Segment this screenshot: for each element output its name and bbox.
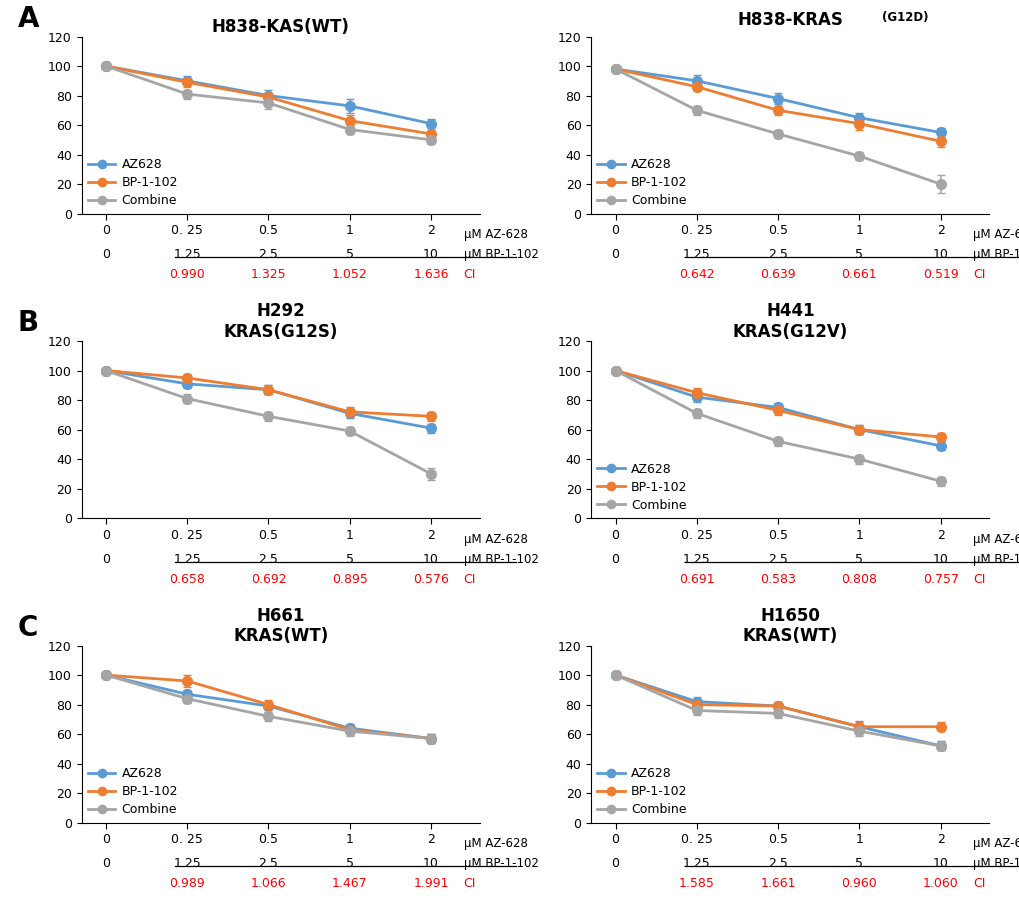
Text: CI: CI [463, 877, 476, 890]
Text: 1.060: 1.060 [922, 877, 958, 890]
Text: 10: 10 [423, 553, 438, 566]
Text: 1.25: 1.25 [173, 249, 201, 261]
Text: 10: 10 [423, 857, 438, 870]
Text: C: C [18, 613, 39, 642]
Text: 10: 10 [423, 249, 438, 261]
Legend: AZ628, BP-1-102, Combine: AZ628, BP-1-102, Combine [88, 768, 178, 816]
Title: H838-KAS(WT): H838-KAS(WT) [212, 18, 350, 37]
Text: 0: 0 [611, 857, 619, 870]
Text: CI: CI [463, 269, 476, 282]
Text: 1.066: 1.066 [251, 877, 286, 890]
Text: 0.519: 0.519 [922, 269, 958, 282]
Text: μM BP-1-102: μM BP-1-102 [463, 249, 538, 261]
Text: A: A [18, 5, 40, 33]
Text: μM AZ-628: μM AZ-628 [972, 533, 1019, 546]
Legend: AZ628, BP-1-102, Combine: AZ628, BP-1-102, Combine [597, 462, 687, 512]
Text: 5: 5 [345, 553, 354, 566]
Text: 0: 0 [102, 553, 110, 566]
Text: CI: CI [463, 573, 476, 586]
Text: (G12D): (G12D) [881, 11, 927, 24]
Text: 2.5: 2.5 [258, 857, 278, 870]
Text: 0.576: 0.576 [413, 573, 448, 586]
Text: 0: 0 [102, 249, 110, 261]
Text: μM AZ-628: μM AZ-628 [463, 533, 527, 546]
Text: 5: 5 [345, 249, 354, 261]
Text: μM BP-1-102: μM BP-1-102 [972, 553, 1019, 566]
Text: 0.757: 0.757 [922, 573, 958, 586]
Text: 0.692: 0.692 [251, 573, 286, 586]
Text: CI: CI [972, 269, 984, 282]
Text: μM BP-1-102: μM BP-1-102 [972, 857, 1019, 870]
Text: 5: 5 [345, 857, 354, 870]
Text: 0.989: 0.989 [169, 877, 205, 890]
Text: 5: 5 [855, 249, 862, 261]
Text: 0.960: 0.960 [841, 877, 876, 890]
Text: μM BP-1-102: μM BP-1-102 [463, 857, 538, 870]
Text: 0: 0 [611, 249, 619, 261]
Text: μM AZ-628: μM AZ-628 [972, 837, 1019, 850]
Text: 1.467: 1.467 [331, 877, 367, 890]
Text: 10: 10 [931, 553, 948, 566]
Legend: AZ628, BP-1-102, Combine: AZ628, BP-1-102, Combine [88, 158, 178, 207]
Legend: AZ628, BP-1-102, Combine: AZ628, BP-1-102, Combine [597, 768, 687, 816]
Text: 2.5: 2.5 [258, 553, 278, 566]
Title: H1650
KRAS(WT): H1650 KRAS(WT) [742, 607, 838, 645]
Text: μM BP-1-102: μM BP-1-102 [463, 553, 538, 566]
Text: 0.658: 0.658 [169, 573, 205, 586]
Text: 0.895: 0.895 [331, 573, 367, 586]
Text: 1.661: 1.661 [759, 877, 795, 890]
Text: 0.639: 0.639 [759, 269, 795, 282]
Text: 2.5: 2.5 [767, 249, 788, 261]
Text: 10: 10 [931, 249, 948, 261]
Text: 1.25: 1.25 [173, 857, 201, 870]
Text: 0.808: 0.808 [841, 573, 876, 586]
Text: CI: CI [972, 573, 984, 586]
Text: 0.691: 0.691 [679, 573, 714, 586]
Text: 0: 0 [611, 553, 619, 566]
Text: 1.25: 1.25 [683, 553, 710, 566]
Text: 10: 10 [931, 857, 948, 870]
Text: μM BP-1-102: μM BP-1-102 [972, 249, 1019, 261]
Text: 1.052: 1.052 [331, 269, 367, 282]
Text: 1.25: 1.25 [683, 857, 710, 870]
Text: CI: CI [972, 877, 984, 890]
Text: μM AZ-628: μM AZ-628 [972, 228, 1019, 241]
Title: H441
KRAS(G12V): H441 KRAS(G12V) [732, 303, 847, 341]
Text: 0: 0 [102, 857, 110, 870]
Text: 5: 5 [855, 857, 862, 870]
Text: 0.642: 0.642 [679, 269, 714, 282]
Text: μM AZ-628: μM AZ-628 [463, 228, 527, 241]
Text: 1.585: 1.585 [679, 877, 714, 890]
Text: 2.5: 2.5 [767, 857, 788, 870]
Text: μM AZ-628: μM AZ-628 [463, 837, 527, 850]
Text: 5: 5 [855, 553, 862, 566]
Text: 2.5: 2.5 [258, 249, 278, 261]
Text: 0.583: 0.583 [759, 573, 795, 586]
Text: 0.990: 0.990 [169, 269, 205, 282]
Text: 2.5: 2.5 [767, 553, 788, 566]
Text: 1.325: 1.325 [251, 269, 286, 282]
Title: H292
KRAS(G12S): H292 KRAS(G12S) [223, 303, 337, 341]
Text: 1.636: 1.636 [413, 269, 448, 282]
Title: H661
KRAS(WT): H661 KRAS(WT) [232, 607, 328, 645]
Text: 0.661: 0.661 [841, 269, 876, 282]
Text: 1.25: 1.25 [173, 553, 201, 566]
Text: 1.991: 1.991 [413, 877, 448, 890]
Legend: AZ628, BP-1-102, Combine: AZ628, BP-1-102, Combine [597, 158, 687, 207]
Text: 1.25: 1.25 [683, 249, 710, 261]
Text: B: B [18, 309, 39, 337]
Text: H838-KRAS: H838-KRAS [737, 12, 843, 29]
